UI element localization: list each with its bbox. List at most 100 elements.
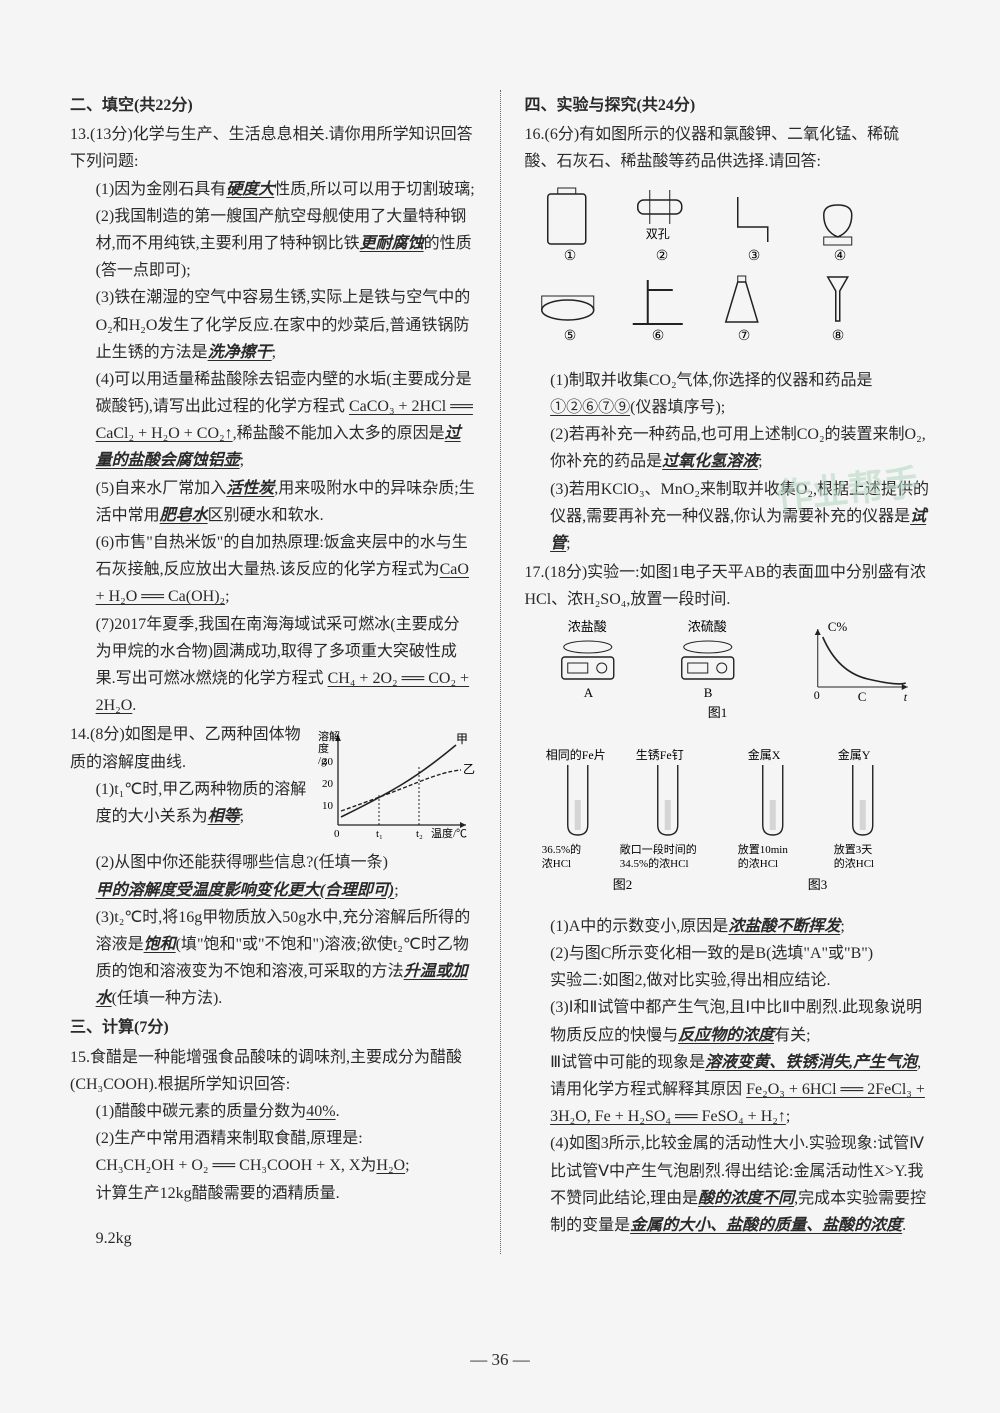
svg-text:图3: 图3 (807, 877, 827, 892)
q13-p7: (7)2017年夏季,我国在南海海域试采可燃冰(主要成分为甲烷的水合物)圆满成功… (70, 611, 476, 720)
q13-p1: (1)因为金刚石具有硬度大性质,所以可以用于切割玻璃; (70, 176, 476, 203)
q15-result: 9.2kg (70, 1225, 476, 1252)
q14-p1a: (1)t₁℃时,甲乙两种物质的溶解度的大小关系为 (96, 781, 307, 825)
q14-p3-ans1: 饱和 (144, 936, 176, 953)
svg-text:图1: 图1 (707, 705, 727, 720)
svg-text:敞口一段时间的: 敞口一段时间的 (619, 842, 696, 856)
q13-p1a: (1)因为金刚石具有 (96, 181, 227, 198)
q17: 17.(18分)实验一:如图1电子天平AB的表面皿中分别盛有浓HCl、浓H₂SO… (525, 559, 931, 1239)
q13-p1b: 性质,所以可以用于切割玻璃; (274, 181, 474, 198)
figure-2-3: 相同的Fe片 生锈Fe钉 金属X 金属Y 36.5%的 (525, 745, 931, 900)
q15-p2b: ; (405, 1157, 409, 1174)
q16-p3b: ; (566, 535, 570, 552)
q13-p5a: (5)自来水厂常加入 (96, 480, 227, 497)
q16-p2-ans: 过氧化氢溶液 (662, 453, 758, 470)
q17-p4c: . (902, 1217, 906, 1234)
svg-text:度: 度 (318, 741, 329, 755)
svg-text:C: C (857, 689, 866, 704)
q17-p4: (4)如图3所示,比较金属的活动性大小.实验现象:试管Ⅳ比试管Ⅴ中产生气泡剧烈.… (525, 1130, 931, 1239)
q14-p2b: ; (394, 882, 398, 899)
q17-p1-ans: 浓盐酸不断挥发 (728, 918, 840, 935)
q13: 13.(13分)化学与生产、生活息息相关.请你用所学知识回答下列问题: (1)因… (70, 121, 476, 719)
q13-p6: (6)市售"自热米饭"的自加热原理:饭盒夹层中的水与生石灰接触,反应放出大量热.… (70, 529, 476, 611)
q14-p1b: ; (240, 808, 244, 825)
svg-text:②: ② (655, 249, 668, 264)
q14-p1-ans: 相等 (208, 808, 240, 825)
q13-p3a: (3)铁在潮湿的空气中容易生锈,实际上是铁与空气中的O₂和H₂O发生了化学反应.… (96, 289, 471, 360)
page-columns: 二、填空(共22分) 13.(13分)化学与生产、生活息息相关.请你用所学知识回… (70, 90, 930, 1254)
section-4-head: 四、实验与探究(共24分) (525, 92, 931, 119)
q16-p3: (3)若用KClO₃、MnO₂来制取并收集O₂,根据上述提供的仪器,需要再补充一… (525, 476, 931, 558)
q13-p3b: ; (272, 344, 276, 361)
q15-p2c: 计算生产12kg醋酸需要的酒精质量. (96, 1185, 340, 1202)
svg-text:相同的Fe片: 相同的Fe片 (545, 747, 605, 762)
page-number: — 36 — (0, 1346, 1000, 1375)
figure-1: 浓盐酸 浓硫酸 C% A B 0 (525, 617, 931, 727)
svg-text:乙: 乙 (463, 762, 475, 776)
q15-p1: (1)醋酸中碳元素的质量分数为40%. (70, 1098, 476, 1125)
q13-p4: (4)可以用适量稀盐酸除去铝壶内壁的水垢(主要成分是碳酸钙),请写出此过程的化学… (70, 366, 476, 475)
q15: 15.食醋是一种能增强食品酸味的调味剂,主要成分为醋酸(CH₃COOH).根据所… (70, 1044, 476, 1252)
q16-p1a: (1)制取并收集CO₂气体,你选择的仪器和药品是 (550, 372, 872, 389)
svg-text:甲: 甲 (456, 732, 468, 746)
svg-text:图2: 图2 (612, 877, 632, 892)
q17-exp2: 实验二:如图2,做对比实验,得出相应结论. (525, 967, 931, 994)
svg-text:的浓HCl: 的浓HCl (833, 856, 873, 870)
svg-text:⑤: ⑤ (563, 329, 576, 344)
q17-p1: (1)A中的示数变小,原因是浓盐酸不断挥发; (525, 913, 931, 940)
svg-text:放置10min: 放置10min (737, 842, 788, 856)
svg-text:20: 20 (322, 778, 334, 790)
q14-p3: (3)t₂℃时,将16g甲物质放入50g水中,充分溶解后所得的溶液是饱和(填"饱… (70, 904, 476, 1013)
q14-p2a: (2)从图中你还能获得哪些信息?(任填一条) (96, 854, 388, 871)
q13-p6a: (6)市售"自热米饭"的自加热原理:饭盒夹层中的水与生石灰接触,反应放出大量热.… (96, 534, 468, 578)
svg-text:③: ③ (747, 249, 760, 264)
svg-text:0: 0 (334, 828, 340, 840)
svg-text:10: 10 (322, 800, 334, 812)
q17-head: 17.(18分)实验一:如图1电子天平AB的表面皿中分别盛有浓HCl、浓H₂SO… (525, 559, 931, 613)
q15-p2-ans: H₂O (376, 1157, 405, 1174)
q17-p3: (3)Ⅰ和Ⅱ试管中都产生气泡,且Ⅰ中比Ⅱ中剧烈.此现象说明物质反应的快慢与反应物… (525, 994, 931, 1048)
q16-head: 16.(6分)有如图所示的仪器和氯酸钾、二氧化锰、稀硫酸、石灰石、稀盐酸等药品供… (525, 121, 931, 175)
q16-p2b: ; (758, 453, 762, 470)
svg-text:金属Y: 金属Y (837, 747, 870, 762)
svg-text:生锈Fe钉: 生锈Fe钉 (635, 748, 683, 762)
q17-p2: (2)与图C所示变化相一致的是B(选填"A"或"B") (525, 940, 931, 967)
svg-text:34.5%的浓HCl: 34.5%的浓HCl (619, 856, 688, 870)
q14-p2: (2)从图中你还能获得哪些信息?(任填一条) 甲的溶解度受温度影响变化更大(合理… (70, 849, 476, 903)
q13-p5-ans2: 肥皂水 (160, 507, 208, 524)
svg-text:t₂: t₂ (416, 828, 423, 840)
q13-p2: (2)我国制造的第一艘国产航空母舰使用了大量特种钢材,而不用纯铁,主要利用了特种… (70, 203, 476, 285)
column-divider (500, 90, 501, 1254)
q15-p2: (2)生产中常用酒精来制取食醋,原理是: CH₃CH₂OH + O₂ ══ CH… (70, 1125, 476, 1207)
q15-p1-ans: 40% (306, 1103, 335, 1120)
q16-p1b: (仪器填序号); (630, 399, 725, 416)
svg-text:浓HCl: 浓HCl (541, 857, 570, 870)
q17-p3b: 有关; (774, 1027, 810, 1044)
q13-p5-ans1: 活性炭 (226, 480, 274, 497)
q17-p3c-c: ; (786, 1108, 790, 1125)
svg-text:⑧: ⑧ (831, 329, 844, 344)
svg-text:30: 30 (322, 756, 334, 768)
q13-p1-ans: 硬度大 (226, 181, 274, 198)
q13-head: 13.(13分)化学与生产、生活息息相关.请你用所学知识回答下列问题: (70, 121, 476, 175)
q15-head: 15.食醋是一种能增强食品酸味的调味剂,主要成分为醋酸(CH₃COOH).根据所… (70, 1044, 476, 1098)
q15-p1b: . (336, 1103, 340, 1120)
q14-p3c: (任填一种方法). (112, 990, 223, 1007)
svg-text:36.5%的: 36.5%的 (541, 842, 580, 856)
q13-p7b: . (132, 697, 136, 714)
q17-p4-ans2: 金属的大小、盐酸的质量、盐酸的浓度 (630, 1217, 902, 1234)
q13-p3: (3)铁在潮湿的空气中容易生锈,实际上是铁与空气中的O₂和H₂O发生了化学反应.… (70, 284, 476, 366)
svg-text:⑦: ⑦ (737, 329, 750, 344)
q17-p1a: (1)A中的示数变小,原因是 (550, 918, 728, 935)
svg-text:放置3天: 放置3天 (833, 842, 872, 856)
svg-text:的浓HCl: 的浓HCl (737, 856, 777, 870)
q14: 溶解 度 /g 30 20 10 0 t₁ t₂ 温度/℃ 甲 乙 14.(8分… (70, 721, 476, 1012)
svg-text:①: ① (563, 249, 576, 264)
svg-text:浓盐酸: 浓盐酸 (567, 619, 606, 634)
left-column: 二、填空(共22分) 13.(13分)化学与生产、生活息息相关.请你用所学知识回… (70, 90, 476, 1254)
q17-p3c: Ⅲ试管中可能的现象是溶液变黄、铁锈消失,产生气泡,请用化学方程式解释其原因 Fe… (525, 1049, 931, 1131)
q13-p4c: ; (240, 452, 244, 469)
q15-p1a: (1)醋酸中碳元素的质量分数为 (96, 1103, 307, 1120)
q17-p4-ans1: 酸的浓度不同 (698, 1190, 794, 1207)
section-3-head: 三、计算(7分) (70, 1014, 476, 1041)
